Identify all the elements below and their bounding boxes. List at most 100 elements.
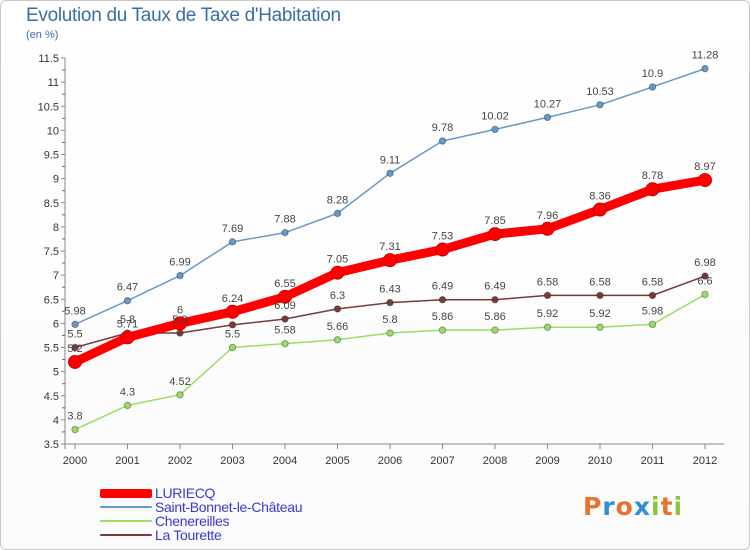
data-point-chenereilles [491,326,499,334]
x-tick-label: 2000 [63,455,87,467]
x-tick-label: 2010 [588,455,612,467]
x-tick-label: 2012 [693,455,717,467]
data-label-saint-bonnet-le-cha-teau: 10.9 [642,68,663,80]
legend-item: Chenereilles [100,513,302,529]
data-label-la-tourette: 6.58 [642,276,663,288]
data-label-chenereilles: 5.92 [537,308,558,320]
data-point-la-tourette [648,291,657,300]
legend-item: LURIECQ [100,485,302,501]
y-tick-label: 10 [47,125,59,137]
x-tick-label: 2003 [220,455,244,467]
legend-label: LURIECQ [155,485,216,501]
data-point-la-tourette [596,291,604,300]
data-label-chenereilles: 6.6 [697,275,712,287]
data-point-saint-bonnet-le-cha-teau [543,113,552,122]
data-point-chenereilles [648,320,657,329]
data-point-luriecq [278,289,292,304]
legend-swatch [100,520,152,522]
data-point-saint-bonnet-le-cha-teau [491,125,499,134]
legend-swatch [100,506,152,508]
data-point-luriecq [698,173,712,188]
data-label-la-tourette: 6.58 [589,276,610,288]
data-point-la-tourette [543,291,552,300]
data-label-luriecq: 6.24 [222,293,243,305]
data-point-luriecq [330,265,345,280]
data-point-chenereilles [176,391,184,399]
legend-item: Saint-Bonnet-le-Château [100,499,303,515]
logo-letter: i [673,492,684,521]
y-tick-label: 9 [53,174,59,186]
data-label-la-tourette: 6.49 [432,281,453,293]
legend-label: Chenereilles [155,513,230,529]
data-point-saint-bonnet-le-cha-teau [228,238,237,246]
data-label-luriecq: 6 [177,304,183,316]
data-label-luriecq: 8.97 [694,161,715,173]
data-label-saint-bonnet-le-cha-teau: 6.99 [169,257,190,269]
data-point-la-tourette [176,329,184,337]
data-point-luriecq [435,242,450,257]
data-label-saint-bonnet-le-cha-teau: 10.53 [586,86,614,98]
data-label-chenereilles: 5.86 [432,311,453,323]
data-point-la-tourette [71,343,79,352]
data-label-chenereilles: 4.3 [120,386,135,398]
data-point-chenereilles [596,323,604,331]
data-label-la-tourette: 6.98 [694,257,715,269]
data-point-la-tourette [386,298,394,307]
y-axis-unit: (en %) [26,29,59,41]
data-label-luriecq: 7.53 [432,231,453,243]
x-tick-label: 2005 [325,455,349,467]
data-point-saint-bonnet-le-cha-teau [71,320,79,329]
data-point-chenereilles [543,323,552,331]
data-point-chenereilles [386,329,394,337]
data-point-la-tourette [228,321,237,329]
y-tick-label: 4 [53,415,59,427]
data-point-luriecq [645,182,660,197]
legend-swatch [100,488,152,498]
y-tick-label: 11.5 [38,53,59,65]
logo-letter: t [660,492,674,521]
proxiti-logo: Proxiti [583,492,683,521]
data-point-chenereilles [228,343,237,352]
logo-letter: o [615,492,634,521]
y-tick-label: 9.5 [44,150,59,162]
data-label-chenereilles: 5.86 [484,311,505,323]
data-label-saint-bonnet-le-cha-teau: 7.69 [222,223,243,235]
x-tick-label: 2007 [430,455,454,467]
data-label-la-tourette: 5.8 [172,314,187,326]
data-label-la-tourette: 6.43 [379,284,400,296]
data-label-la-tourette: 5.5 [67,329,82,341]
data-label-chenereilles: 5.58 [274,325,295,337]
logo-letter: P [583,492,603,521]
data-label-luriecq: 7.31 [379,241,400,253]
data-point-saint-bonnet-le-cha-teau [176,271,184,280]
logo-letter: x [633,492,651,521]
x-tick-label: 2004 [273,455,297,467]
data-point-luriecq [68,354,82,369]
data-point-luriecq [225,304,240,319]
x-tick-label: 2009 [535,455,559,467]
data-label-saint-bonnet-le-cha-teau: 9.11 [380,154,401,166]
data-label-chenereilles: 5.8 [382,314,397,326]
data-point-luriecq [383,253,397,268]
data-label-chenereilles: 4.52 [169,376,190,388]
x-tick-label: 2006 [378,455,402,467]
data-point-la-tourette [701,272,709,280]
data-point-saint-bonnet-le-cha-teau [596,101,604,109]
data-label-saint-bonnet-le-cha-teau: 10.02 [481,110,509,122]
data-label-luriecq: 8.78 [642,170,663,182]
x-tick-label: 2011 [641,455,665,467]
legend-label: La Tourette [155,527,222,543]
legend-swatch [100,534,152,536]
data-label-chenereilles: 3.8 [67,411,82,423]
y-tick-label: 8.5 [44,198,59,210]
data-label-la-tourette: 6.58 [537,276,558,288]
data-point-la-tourette [281,315,289,323]
data-point-saint-bonnet-le-cha-teau [333,209,342,218]
data-label-la-tourette: 6.3 [330,290,345,302]
x-tick-label: 2002 [168,455,192,467]
data-point-luriecq [488,227,502,242]
data-label-la-tourette: 5.8 [120,314,135,326]
data-point-chenereilles [123,401,132,410]
y-tick-label: 8 [53,222,59,234]
